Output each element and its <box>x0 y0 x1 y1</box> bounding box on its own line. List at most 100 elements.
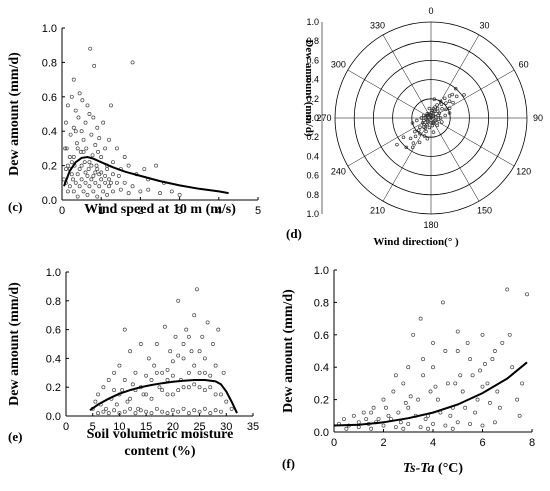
data-point <box>181 356 186 361</box>
data-point <box>447 106 452 110</box>
data-point <box>431 114 436 119</box>
data-point <box>411 141 416 145</box>
data-point <box>106 411 111 416</box>
data-point <box>432 97 437 101</box>
data-point <box>170 359 175 364</box>
radial-tick-label: 0.4 <box>306 151 319 161</box>
data-point <box>431 121 435 126</box>
data-point <box>197 385 202 390</box>
radial-tick-label: 0.6 <box>306 55 319 65</box>
data-point <box>81 149 86 154</box>
data-point <box>79 129 84 134</box>
data-point <box>122 327 127 332</box>
polar-spoke <box>430 117 515 167</box>
angle-label: 90 <box>533 113 543 123</box>
data-point <box>128 406 133 411</box>
polar-spoke <box>430 117 480 202</box>
data-point <box>103 146 108 151</box>
data-point <box>197 409 202 414</box>
x-tick-label: 20 <box>167 421 179 433</box>
data-point <box>181 406 186 411</box>
data-point <box>447 94 452 98</box>
data-point <box>448 413 453 418</box>
data-point <box>138 408 143 413</box>
x-tick-label: 0 <box>59 205 65 217</box>
panel-label: (f) <box>282 456 295 471</box>
angle-label: 0 <box>428 6 433 16</box>
data-point <box>436 117 441 122</box>
data-point <box>73 108 78 113</box>
data-point <box>141 392 146 397</box>
data-point <box>462 93 466 97</box>
data-point <box>104 406 109 411</box>
data-point <box>96 392 101 397</box>
data-point <box>422 118 426 123</box>
data-point <box>419 116 424 120</box>
data-point <box>341 417 346 421</box>
data-point <box>133 370 138 375</box>
data-point <box>393 373 398 378</box>
data-point <box>83 180 88 185</box>
data-point <box>356 420 361 425</box>
data-point <box>117 363 122 368</box>
data-point <box>431 421 435 426</box>
data-point <box>200 334 205 339</box>
data-point <box>64 146 69 151</box>
y-tick-label: 1.0 <box>42 23 57 35</box>
data-point <box>351 413 356 418</box>
data-point <box>63 167 68 171</box>
data-point <box>517 413 522 418</box>
data-point <box>202 356 207 361</box>
data-point <box>395 142 399 147</box>
fit-curve <box>89 379 238 414</box>
data-point <box>165 411 170 416</box>
data-point <box>202 370 207 375</box>
data-point <box>114 146 119 151</box>
data-point <box>485 381 490 386</box>
data-point <box>406 405 411 410</box>
data-point <box>152 363 157 368</box>
data-point <box>149 411 154 416</box>
data-point <box>75 194 80 199</box>
data-point <box>106 378 111 382</box>
data-point <box>169 189 174 194</box>
data-point <box>87 184 92 189</box>
y-tick-label: 0.6 <box>46 325 61 337</box>
data-point <box>144 392 149 397</box>
data-point <box>455 329 460 334</box>
data-point <box>427 112 432 117</box>
x-tick-label: 35 <box>247 421 259 433</box>
y-tick-label: 0.0 <box>46 411 61 423</box>
data-point <box>369 426 374 431</box>
data-point <box>85 103 90 108</box>
angle-label: 270 <box>316 113 331 123</box>
x-tick-label: 1 <box>98 205 104 217</box>
data-point <box>443 349 448 353</box>
data-point <box>408 136 413 141</box>
data-point <box>118 187 123 192</box>
data-point <box>433 384 438 389</box>
data-point <box>71 189 76 194</box>
x-axis-label: Ts-Ta (°C) <box>403 461 464 476</box>
data-point <box>93 170 98 175</box>
data-point <box>418 425 423 430</box>
angle-label: 300 <box>331 60 346 70</box>
data-point <box>440 300 445 305</box>
y-tick-label: 1.0 <box>46 267 61 279</box>
data-point <box>160 370 165 375</box>
data-point <box>176 353 181 358</box>
angle-label: 60 <box>519 60 529 70</box>
data-point <box>451 100 455 105</box>
data-point <box>91 173 96 178</box>
angle-label: 210 <box>370 206 385 216</box>
data-point <box>480 332 485 337</box>
data-point <box>71 155 76 159</box>
radial-tick-label: 0.8 <box>306 36 319 46</box>
data-point <box>431 130 436 134</box>
data-point <box>376 417 381 421</box>
data-point <box>391 389 396 394</box>
data-point <box>176 388 181 393</box>
data-point <box>186 370 191 375</box>
data-point <box>114 402 119 407</box>
data-point <box>410 121 415 125</box>
